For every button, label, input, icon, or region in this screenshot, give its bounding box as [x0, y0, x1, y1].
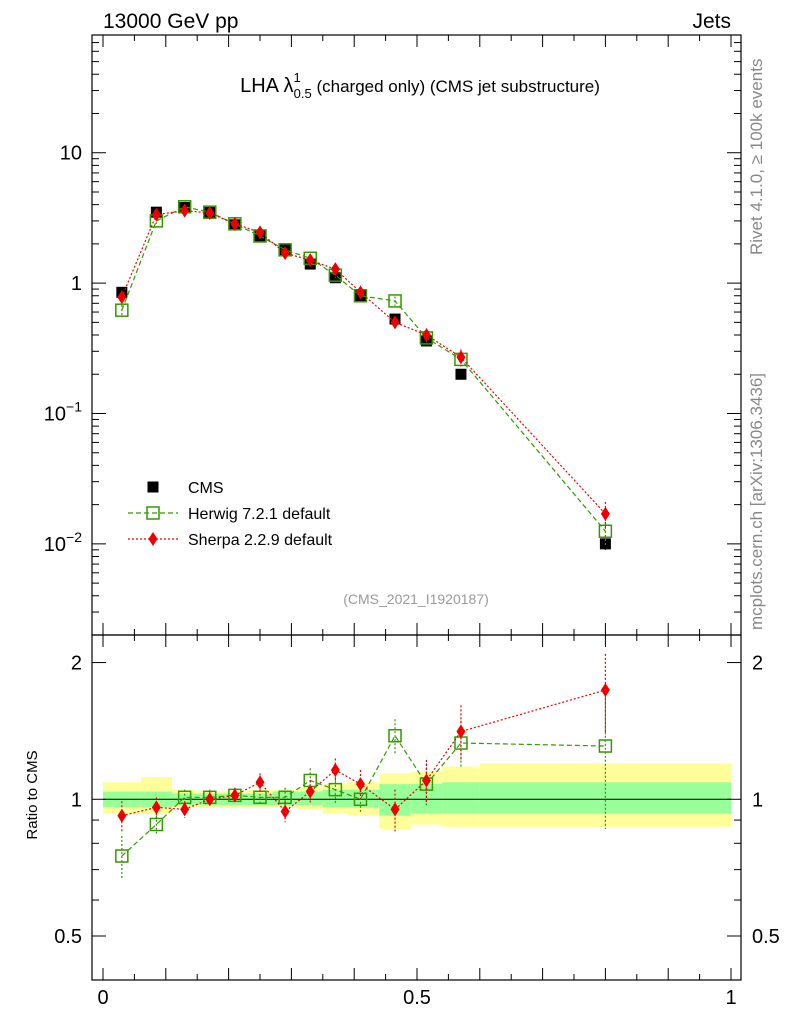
ratio-tick-label-left-0: 0.5 — [54, 926, 82, 948]
point-sherpa — [305, 253, 315, 268]
ratio-point-sherpa — [180, 802, 190, 817]
ratio-point-sherpa — [117, 808, 127, 823]
ratio-panel-content — [103, 653, 731, 879]
ratio-point-herwig — [353, 792, 368, 807]
ratio-point-sherpa — [151, 800, 161, 815]
x-tick-label-2: 1 — [725, 987, 736, 1009]
main-panel-content — [115, 200, 613, 550]
point-sherpa — [205, 205, 215, 220]
side-text-bottom: mcplots.cern.ch [arXiv:1306.3436] — [747, 373, 766, 630]
legend-marker-herwig — [146, 506, 160, 520]
point-sherpa — [180, 203, 190, 218]
ratio-tick-label-right-2: 2 — [752, 653, 763, 675]
legend-label-sherpa: Sherpa 2.2.9 default — [188, 532, 333, 549]
chart-title: LHA λ1 0.5 (charged only) (CMS jet substr… — [240, 70, 600, 101]
point-sherpa — [456, 350, 466, 365]
ratio-point-herwig — [598, 739, 613, 753]
ratio-ylabel: Ratio to CMS — [24, 750, 41, 839]
ratio-point-sherpa — [390, 802, 400, 817]
watermark: (CMS_2021_I1920187) — [343, 591, 489, 607]
band-green-12 — [442, 782, 480, 814]
point-sherpa — [255, 225, 265, 240]
y-tick-base: 10 — [44, 403, 66, 425]
legend-marker-data — [147, 481, 159, 493]
point-herwig — [598, 524, 613, 538]
point-sherpa — [280, 246, 290, 261]
ratio-tick-label-right-0: 0.5 — [752, 926, 780, 948]
ratio-line-sherpa — [121, 689, 606, 817]
ratio-point-herwig — [115, 849, 129, 863]
ratio-point-sherpa — [280, 804, 290, 819]
ratio-tick-label-left-1: 1 — [71, 789, 82, 811]
header-right: Jets — [692, 10, 731, 33]
point-data — [455, 368, 467, 380]
series-line-sherpa — [121, 209, 606, 515]
header-left: 13000 GeV pp — [103, 10, 238, 33]
ratio-point-sherpa — [205, 792, 215, 807]
x-tick-label-1: 0.5 — [403, 987, 431, 1009]
point-herwig — [388, 294, 402, 308]
y-tick-label-2: 10−1 — [44, 398, 82, 425]
y-tick-label-1: 1 — [71, 273, 82, 295]
ratio-point-herwig — [328, 782, 343, 797]
ratio-point-sherpa — [330, 763, 340, 778]
y-tick-base: 10 — [44, 534, 66, 556]
x-tick-label-0: 0 — [97, 987, 108, 1009]
ratio-point-sherpa — [421, 773, 431, 788]
legend-marker-sherpa — [148, 532, 158, 546]
point-sherpa — [355, 285, 365, 300]
ratio-point-herwig — [278, 790, 292, 805]
y-tick-base: 1 — [71, 273, 82, 295]
side-text-top: Rivet 4.1.0, ≥ 100k events — [747, 59, 766, 255]
ratio-point-sherpa — [255, 775, 265, 790]
point-sherpa — [230, 216, 240, 231]
ratio-point-sherpa — [600, 683, 610, 698]
ratio-point-sherpa — [456, 724, 466, 739]
point-sherpa — [151, 207, 161, 222]
legend-label-data: CMS — [188, 480, 224, 497]
ratio-uncertainty-bands — [103, 763, 731, 830]
y-tick-exponent: −1 — [66, 398, 82, 414]
legend: CMS Herwig 7.2.1 default Sherpa 2.2.9 defa… — [128, 480, 333, 549]
ratio-point-herwig — [388, 729, 402, 743]
point-sherpa — [600, 506, 610, 521]
chart-title-sup: 1 — [293, 70, 300, 85]
chart-title-main: LHA λ — [240, 75, 293, 97]
chart-title-rest: (charged only) (CMS jet substructure) — [312, 77, 600, 96]
point-sherpa — [421, 328, 431, 342]
legend-label-herwig: Herwig 7.2.1 default — [188, 506, 331, 523]
y-tick-label-3: 10−2 — [44, 529, 82, 556]
point-sherpa — [330, 262, 340, 277]
band-green-9 — [347, 789, 380, 808]
ratio-point-sherpa — [230, 788, 240, 803]
ratio-point-sherpa — [355, 777, 365, 792]
y-tick-label-0: 10 — [60, 143, 82, 165]
y-tick-base: 10 — [60, 143, 82, 165]
ratio-tick-label-right-1: 1 — [752, 789, 763, 811]
y-tick-exponent: −2 — [66, 529, 82, 545]
ratio-tick-label-left-2: 2 — [71, 653, 82, 675]
ratio-line-herwig — [121, 734, 606, 857]
point-sherpa — [390, 315, 400, 330]
chart-title-sub: 0.5 — [294, 86, 312, 101]
point-sherpa — [117, 290, 127, 305]
ratio-point-herwig — [149, 817, 164, 832]
ratio-point-sherpa — [305, 784, 315, 799]
